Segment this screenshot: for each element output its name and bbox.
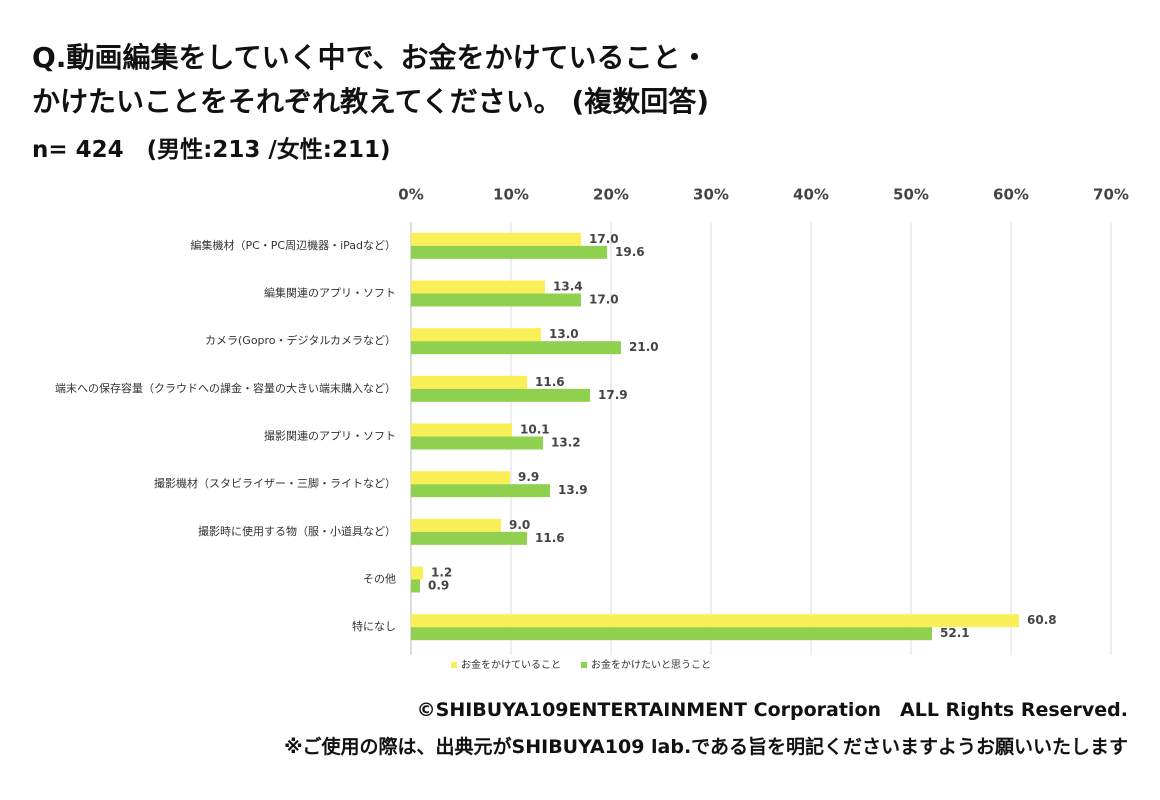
chart: 0% 10% 20% 30% 40% 50% 60% 70% 編集機材（PC・PC周辺機器・iP… — [55, 186, 1129, 672]
x-tick-label: 70% — [1093, 186, 1129, 204]
bar — [411, 531, 527, 545]
x-tick-label: 20% — [593, 186, 629, 204]
category-label: 編集関連のアプリ・ソフト — [264, 286, 396, 300]
x-tick-label: 10% — [493, 186, 529, 204]
bar — [411, 280, 545, 294]
bar — [411, 293, 581, 307]
value-label: 9.9 — [518, 470, 539, 484]
value-label: 11.6 — [535, 375, 565, 389]
bar — [411, 566, 423, 580]
bar — [411, 471, 510, 485]
value-label: 0.9 — [428, 579, 449, 593]
category-label: カメラ(Gopro・デジタルカメラなど） — [205, 333, 396, 347]
value-label: 17.9 — [598, 388, 628, 402]
category-label: 撮影時に使用する物（服・小道具など） — [198, 524, 396, 538]
note: ※ご使用の際は、出典元がSHIBUYA109 lab.である旨を明記くださいます… — [284, 736, 1128, 758]
value-label: 1.2 — [431, 566, 452, 580]
bar — [411, 614, 1019, 628]
category-label: 編集機材（PC・PC周辺機器・iPadなど） — [190, 238, 396, 252]
legend-label: お金をかけていること — [461, 658, 561, 671]
bar — [411, 627, 932, 641]
bar — [411, 484, 550, 498]
bar — [411, 245, 607, 259]
value-label: 13.0 — [549, 327, 579, 341]
value-label: 17.0 — [589, 232, 619, 246]
title-line: Q.動画編集をしていく中で、お金をかけていること・ — [32, 41, 709, 74]
bar — [411, 388, 590, 402]
x-tick-label: 30% — [693, 186, 729, 204]
value-label: 13.9 — [558, 483, 588, 497]
value-label: 60.8 — [1027, 613, 1057, 627]
bar — [411, 436, 543, 450]
legend-swatch — [451, 662, 457, 668]
x-tick-label: 50% — [893, 186, 929, 204]
title-line: かけたいことをそれぞれ教えてください。 (複数回答) — [32, 85, 710, 118]
bar — [411, 423, 512, 437]
bar — [411, 328, 541, 342]
subtitle: n= 424 (男性:213 /女性:211) — [32, 137, 391, 163]
value-label: 52.1 — [940, 626, 970, 640]
value-label: 10.1 — [520, 423, 550, 437]
bar — [411, 232, 581, 246]
copyright: ©SHIBUYA109ENTERTAINMENT Corporation ALL… — [416, 699, 1128, 721]
value-label: 13.4 — [553, 280, 583, 294]
value-label: 13.2 — [551, 436, 581, 450]
bar — [411, 375, 527, 389]
category-label: 特になし — [352, 619, 396, 633]
value-label: 11.6 — [535, 531, 565, 545]
category-label: 撮影機材（スタビライザー・三脚・ライトなど） — [154, 476, 396, 490]
legend-label: お金をかけたいと思うこと — [591, 658, 711, 671]
category-label: その他 — [363, 573, 396, 586]
x-tick-label: 40% — [793, 186, 829, 204]
bar — [411, 579, 420, 593]
value-label: 19.6 — [615, 245, 645, 259]
bar — [411, 518, 501, 532]
value-label: 21.0 — [629, 340, 659, 354]
value-label: 9.0 — [509, 518, 530, 532]
bar — [411, 341, 621, 355]
x-tick-label: 60% — [993, 186, 1029, 204]
legend-swatch — [581, 662, 587, 668]
category-label: 撮影関連のアプリ・ソフト — [264, 429, 396, 443]
category-label: 端末への保存容量（クラウドへの課金・容量の大きい端末購入など） — [55, 381, 396, 395]
x-tick-label: 0% — [398, 186, 423, 204]
value-label: 17.0 — [589, 293, 619, 307]
